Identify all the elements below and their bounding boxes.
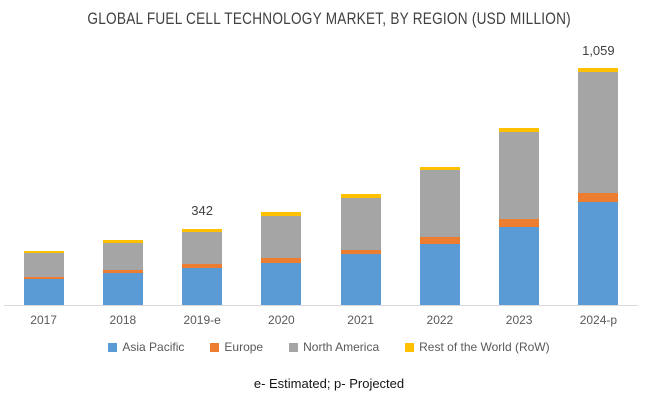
bar-segment-rest-of-the-world-row-2023	[499, 127, 540, 132]
bar-column-2024-p: 1,059	[559, 41, 638, 305]
bar-segment-europe-2018	[102, 270, 143, 274]
legend-swatch-europe	[210, 342, 220, 352]
bar-segment-north-america-2019-e	[182, 232, 223, 264]
x-axis-label-2021: 2021	[347, 313, 374, 327]
legend-label-europe: Europe	[224, 340, 264, 354]
bar-segment-north-america-2017	[23, 253, 64, 278]
legend-label-north-america: North America	[303, 340, 380, 354]
bar-column-2017	[4, 41, 83, 305]
x-axis-label-2019-e: 2019-e	[183, 313, 221, 327]
legend-label-rest-of-the-world-row: Rest of the World (RoW)	[419, 340, 550, 354]
bar-segment-north-america-2021	[340, 198, 381, 250]
bar-total-label-2019-e: 342	[191, 203, 213, 219]
chart-title: GLOBAL FUEL CELL TECHNOLOGY MARKET, BY R…	[87, 9, 571, 28]
bar-segment-europe-2023	[499, 218, 540, 227]
bar-segment-rest-of-the-world-row-2018	[102, 239, 143, 243]
legend-item-north-america: North America	[289, 340, 379, 354]
bar-column-2021	[321, 41, 400, 305]
bar-column-2020	[242, 41, 321, 305]
stacked-bar-2021	[340, 194, 381, 305]
bar-segment-asia-pacific-2022	[419, 243, 460, 305]
x-axis: 2017 2018 2019-e 2020 2021 2022 2023 2024-p	[4, 306, 638, 327]
footnote: e- Estimated; p- Projected	[253, 376, 405, 391]
stacked-bar-2020	[261, 212, 302, 305]
bar-total-label-2024-p: 1,059	[582, 43, 615, 58]
bar-column-2022	[400, 41, 479, 305]
stacked-bar-2023	[499, 127, 540, 305]
legend-swatch-rest-of-the-world-row	[405, 342, 415, 352]
bar-segment-asia-pacific-2023	[499, 226, 540, 305]
stacked-bar-2018	[102, 239, 143, 305]
stacked-bar-2017	[23, 250, 64, 305]
legend: Asia Pacific Europe North America Rest of t…	[0, 340, 658, 354]
x-axis-label-2018: 2018	[109, 313, 137, 327]
x-axis-label-2023: 2023	[505, 313, 533, 327]
legend-swatch-asia-pacific	[108, 342, 118, 352]
bar-segment-asia-pacific-2019-e	[182, 267, 223, 305]
bar-segment-europe-2022	[419, 236, 460, 244]
bar-segment-rest-of-the-world-row-2019-e	[182, 228, 223, 233]
bar-segment-europe-2020	[261, 257, 302, 263]
chart-title-row: GLOBAL FUEL CELL TECHNOLOGY MARKET, BY R…	[0, 0, 658, 29]
bar-segment-rest-of-the-world-row-2017	[23, 250, 64, 254]
bar-segment-europe-2021	[340, 249, 381, 255]
legend-label-asia-pacific: Asia Pacific	[122, 340, 185, 354]
plot-area: 342 1,059	[4, 41, 638, 306]
bar-segment-rest-of-the-world-row-2022	[419, 166, 460, 171]
x-axis-label-2020: 2020	[268, 313, 295, 327]
x-axis-label-2024-p: 2024-p	[579, 313, 618, 327]
bar-segment-north-america-2020	[261, 216, 302, 258]
bar-column-2018	[83, 41, 162, 305]
bar-segment-north-america-2022	[419, 170, 460, 237]
legend-item-europe: Europe	[210, 340, 263, 354]
bar-segment-asia-pacific-2021	[340, 254, 381, 305]
bar-segment-asia-pacific-2024-p	[578, 202, 619, 305]
bar-segment-asia-pacific-2018	[102, 273, 143, 305]
bar-segment-rest-of-the-world-row-2021	[340, 194, 381, 199]
bar-segment-north-america-2024-p	[578, 72, 619, 194]
bar-column-2019-e: 342	[163, 41, 242, 305]
bar-segment-north-america-2023	[499, 131, 540, 219]
legend-item-asia-pacific: Asia Pacific	[108, 340, 184, 354]
bar-segment-europe-2017	[23, 277, 64, 280]
bar-segment-asia-pacific-2017	[23, 279, 64, 305]
bar-column-2023	[480, 41, 559, 305]
bar-segment-rest-of-the-world-row-2024-p	[578, 68, 619, 73]
bar-segment-europe-2019-e	[182, 263, 223, 268]
bar-segment-europe-2024-p	[578, 193, 619, 203]
stacked-bar-2022	[419, 166, 460, 305]
bar-segment-asia-pacific-2020	[261, 262, 302, 305]
bar-segment-rest-of-the-world-row-2020	[261, 212, 302, 217]
bar-segment-north-america-2018	[102, 242, 143, 271]
stacked-bar-2024-p	[578, 68, 619, 305]
stacked-bar-2019-e	[182, 228, 223, 305]
x-axis-label-2017: 2017	[30, 313, 57, 327]
legend-item-rest-of-the-world-row: Rest of the World (RoW)	[405, 340, 550, 354]
x-axis-label-2022: 2022	[426, 313, 454, 327]
legend-swatch-north-america	[289, 342, 299, 352]
